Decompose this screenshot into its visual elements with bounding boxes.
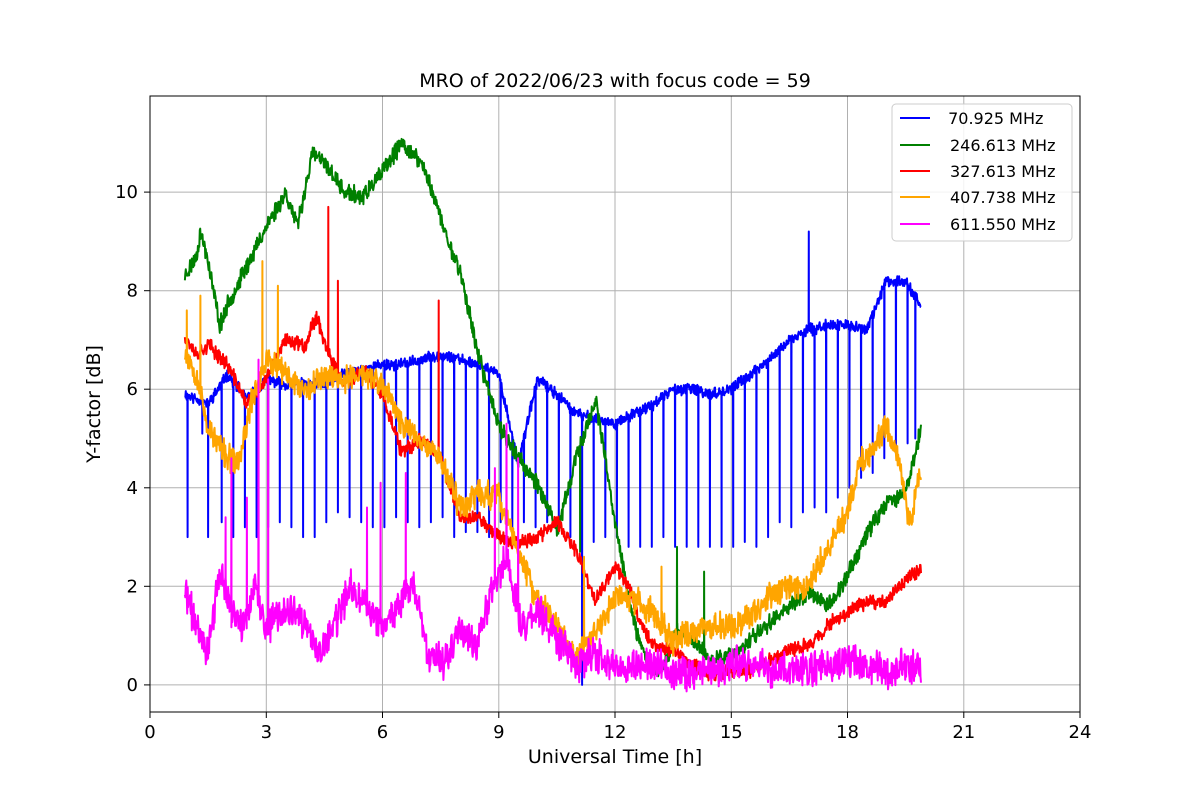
- legend-label-246613: 246.613 MHz: [950, 136, 1055, 155]
- series-line-2: [183, 205, 922, 682]
- x-tick-label: 3: [261, 722, 272, 743]
- x-tick-label: 9: [493, 722, 504, 743]
- x-tick-label: 24: [1069, 722, 1092, 743]
- legend-label-611550: 611.550 MHz: [950, 215, 1055, 234]
- legend-label-70925: 70.925 MHz: [943, 109, 1043, 128]
- x-tick-label: 15: [720, 722, 743, 743]
- y-tick-label: 10: [115, 182, 138, 203]
- x-tick-label: 21: [952, 722, 975, 743]
- x-tick-label: 12: [604, 722, 627, 743]
- series-layer: [183, 137, 922, 693]
- x-tick-label: 6: [377, 722, 388, 743]
- x-axis-label: Universal Time [h]: [528, 746, 702, 768]
- legend-label-327613: 327.613 MHz: [950, 162, 1055, 181]
- series-line-4: [183, 358, 922, 693]
- legend-box: [891, 103, 1073, 242]
- series-line-0: [184, 230, 922, 686]
- legend-label-407738: 407.738 MHz: [950, 188, 1055, 207]
- y-axis-label: Y-factor [dB]: [83, 345, 105, 464]
- x-tick-label: 0: [144, 722, 155, 743]
- y-tick-label: 6: [127, 379, 138, 400]
- legend: 70.925 MHz 246.613 MHz 327.613 MHz 407.7…: [891, 103, 1073, 242]
- y-tick-label: 4: [127, 478, 138, 499]
- y-axis: 0 2 4 6 8 10: [115, 182, 150, 696]
- x-tick-label: 18: [836, 722, 859, 743]
- y-tick-label: 0: [127, 675, 138, 696]
- y-tick-label: 2: [127, 576, 138, 597]
- x-axis: 0 3 6 9 12 15 18 21 24: [144, 712, 1091, 743]
- chart-title: MRO of 2022/06/23 with focus code = 59: [419, 70, 811, 92]
- y-tick-label: 8: [127, 281, 138, 302]
